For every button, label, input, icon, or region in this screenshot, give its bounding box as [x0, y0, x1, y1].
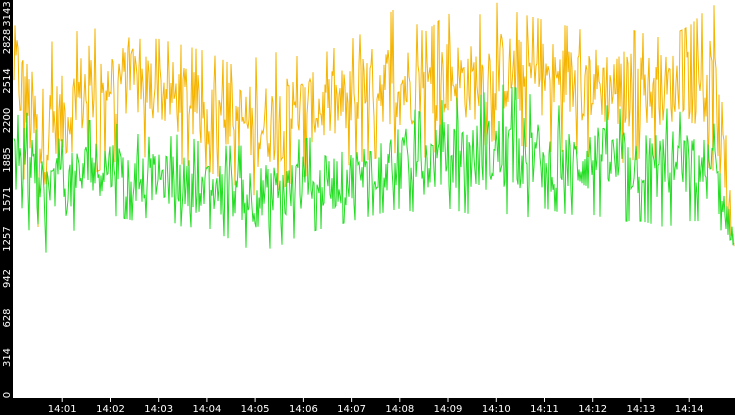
x-tick-label: 14:04 [192, 404, 221, 415]
x-tick-label: 14:03 [144, 404, 173, 415]
left-axis-bar [0, 0, 13, 415]
series-line-2 [13, 84, 735, 253]
x-tick-label: 14:02 [96, 404, 125, 415]
x-tick-label: 14:12 [578, 404, 607, 415]
y-tick-label: 2828 [2, 29, 13, 54]
x-tick-label: 14:01 [48, 404, 77, 415]
bottom-axis-bar [0, 398, 735, 415]
x-tick-label: 14:05 [241, 404, 270, 415]
x-tick-label: 14:08 [385, 404, 414, 415]
y-tick-label: 942 [2, 269, 13, 288]
y-tick-label: 314 [2, 348, 13, 367]
x-tick-label: 14:11 [530, 404, 559, 415]
y-tick-label: 0 [2, 392, 13, 398]
y-tick-label: 2200 [2, 108, 13, 133]
x-tick-label: 14:06 [289, 404, 318, 415]
y-tick-label: 2514 [2, 68, 13, 93]
series-line-1 [13, 2, 735, 247]
y-tick-label: 1571 [2, 187, 13, 212]
x-tick-label: 14:07 [337, 404, 366, 415]
y-tick-label: 628 [2, 308, 13, 327]
series-layer [13, 2, 735, 253]
y-axis-ticks: 0 314 628 942 1257 1571 1885 2200 2514 2828 3143 [2, 1, 13, 398]
x-tick-label: 14:14 [675, 404, 704, 415]
x-tick-label: 14:10 [482, 404, 511, 415]
y-tick-label: 1257 [2, 226, 13, 251]
x-tick-label: 14:13 [626, 404, 655, 415]
y-tick-label: 3143 [2, 1, 13, 26]
y-tick-label: 1885 [2, 147, 13, 172]
x-axis-ticks: 14:01 14:02 14:03 14:04 14:05 14:06 14:07 14:08… [48, 398, 704, 415]
x-tick-label: 14:09 [434, 404, 463, 415]
